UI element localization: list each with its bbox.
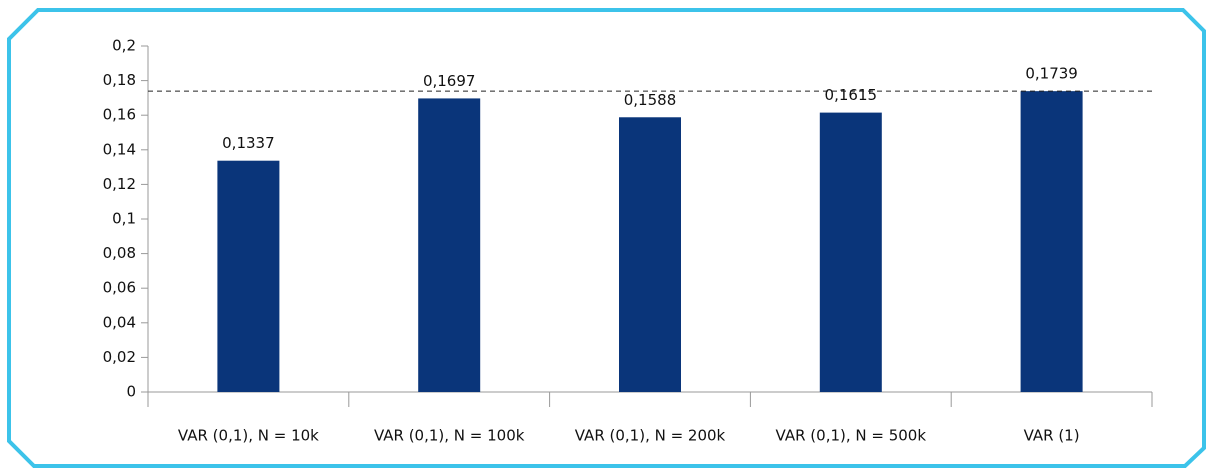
x-tick-label: VAR (0,1), N = 200k [575, 427, 726, 445]
value-label: 0,1697 [423, 72, 476, 90]
y-tick-label: 0,2 [112, 37, 136, 55]
y-tick-label: 0,1 [112, 210, 136, 228]
bar [1020, 91, 1083, 392]
y-tick-label: 0,18 [103, 71, 136, 89]
value-label: 0,1739 [1025, 65, 1078, 83]
frame [7, 8, 1206, 468]
value-label: 0,1588 [624, 91, 677, 109]
y-tick-label: 0 [126, 383, 136, 401]
bar [418, 98, 481, 392]
x-tick-label: VAR (0,1), N = 500k [776, 427, 927, 445]
y-tick-label: 0,06 [103, 279, 136, 297]
y-tick-label: 0,08 [103, 244, 136, 262]
y-tick-label: 0,14 [103, 140, 136, 158]
x-tick-label: VAR (0,1), N = 10k [178, 427, 319, 445]
value-label: 0,1615 [825, 86, 878, 104]
y-tick-label: 0,12 [103, 175, 136, 193]
bar [619, 117, 681, 392]
bar [819, 112, 882, 392]
x-tick-label: VAR (0,1), N = 100k [374, 427, 525, 445]
bar [217, 160, 280, 392]
y-tick-label: 0,02 [103, 348, 136, 366]
y-tick-label: 0,16 [103, 106, 136, 124]
x-tick-label: VAR (1) [1024, 427, 1080, 445]
value-label: 0,1337 [222, 134, 275, 152]
y-tick-label: 0,04 [103, 313, 136, 331]
